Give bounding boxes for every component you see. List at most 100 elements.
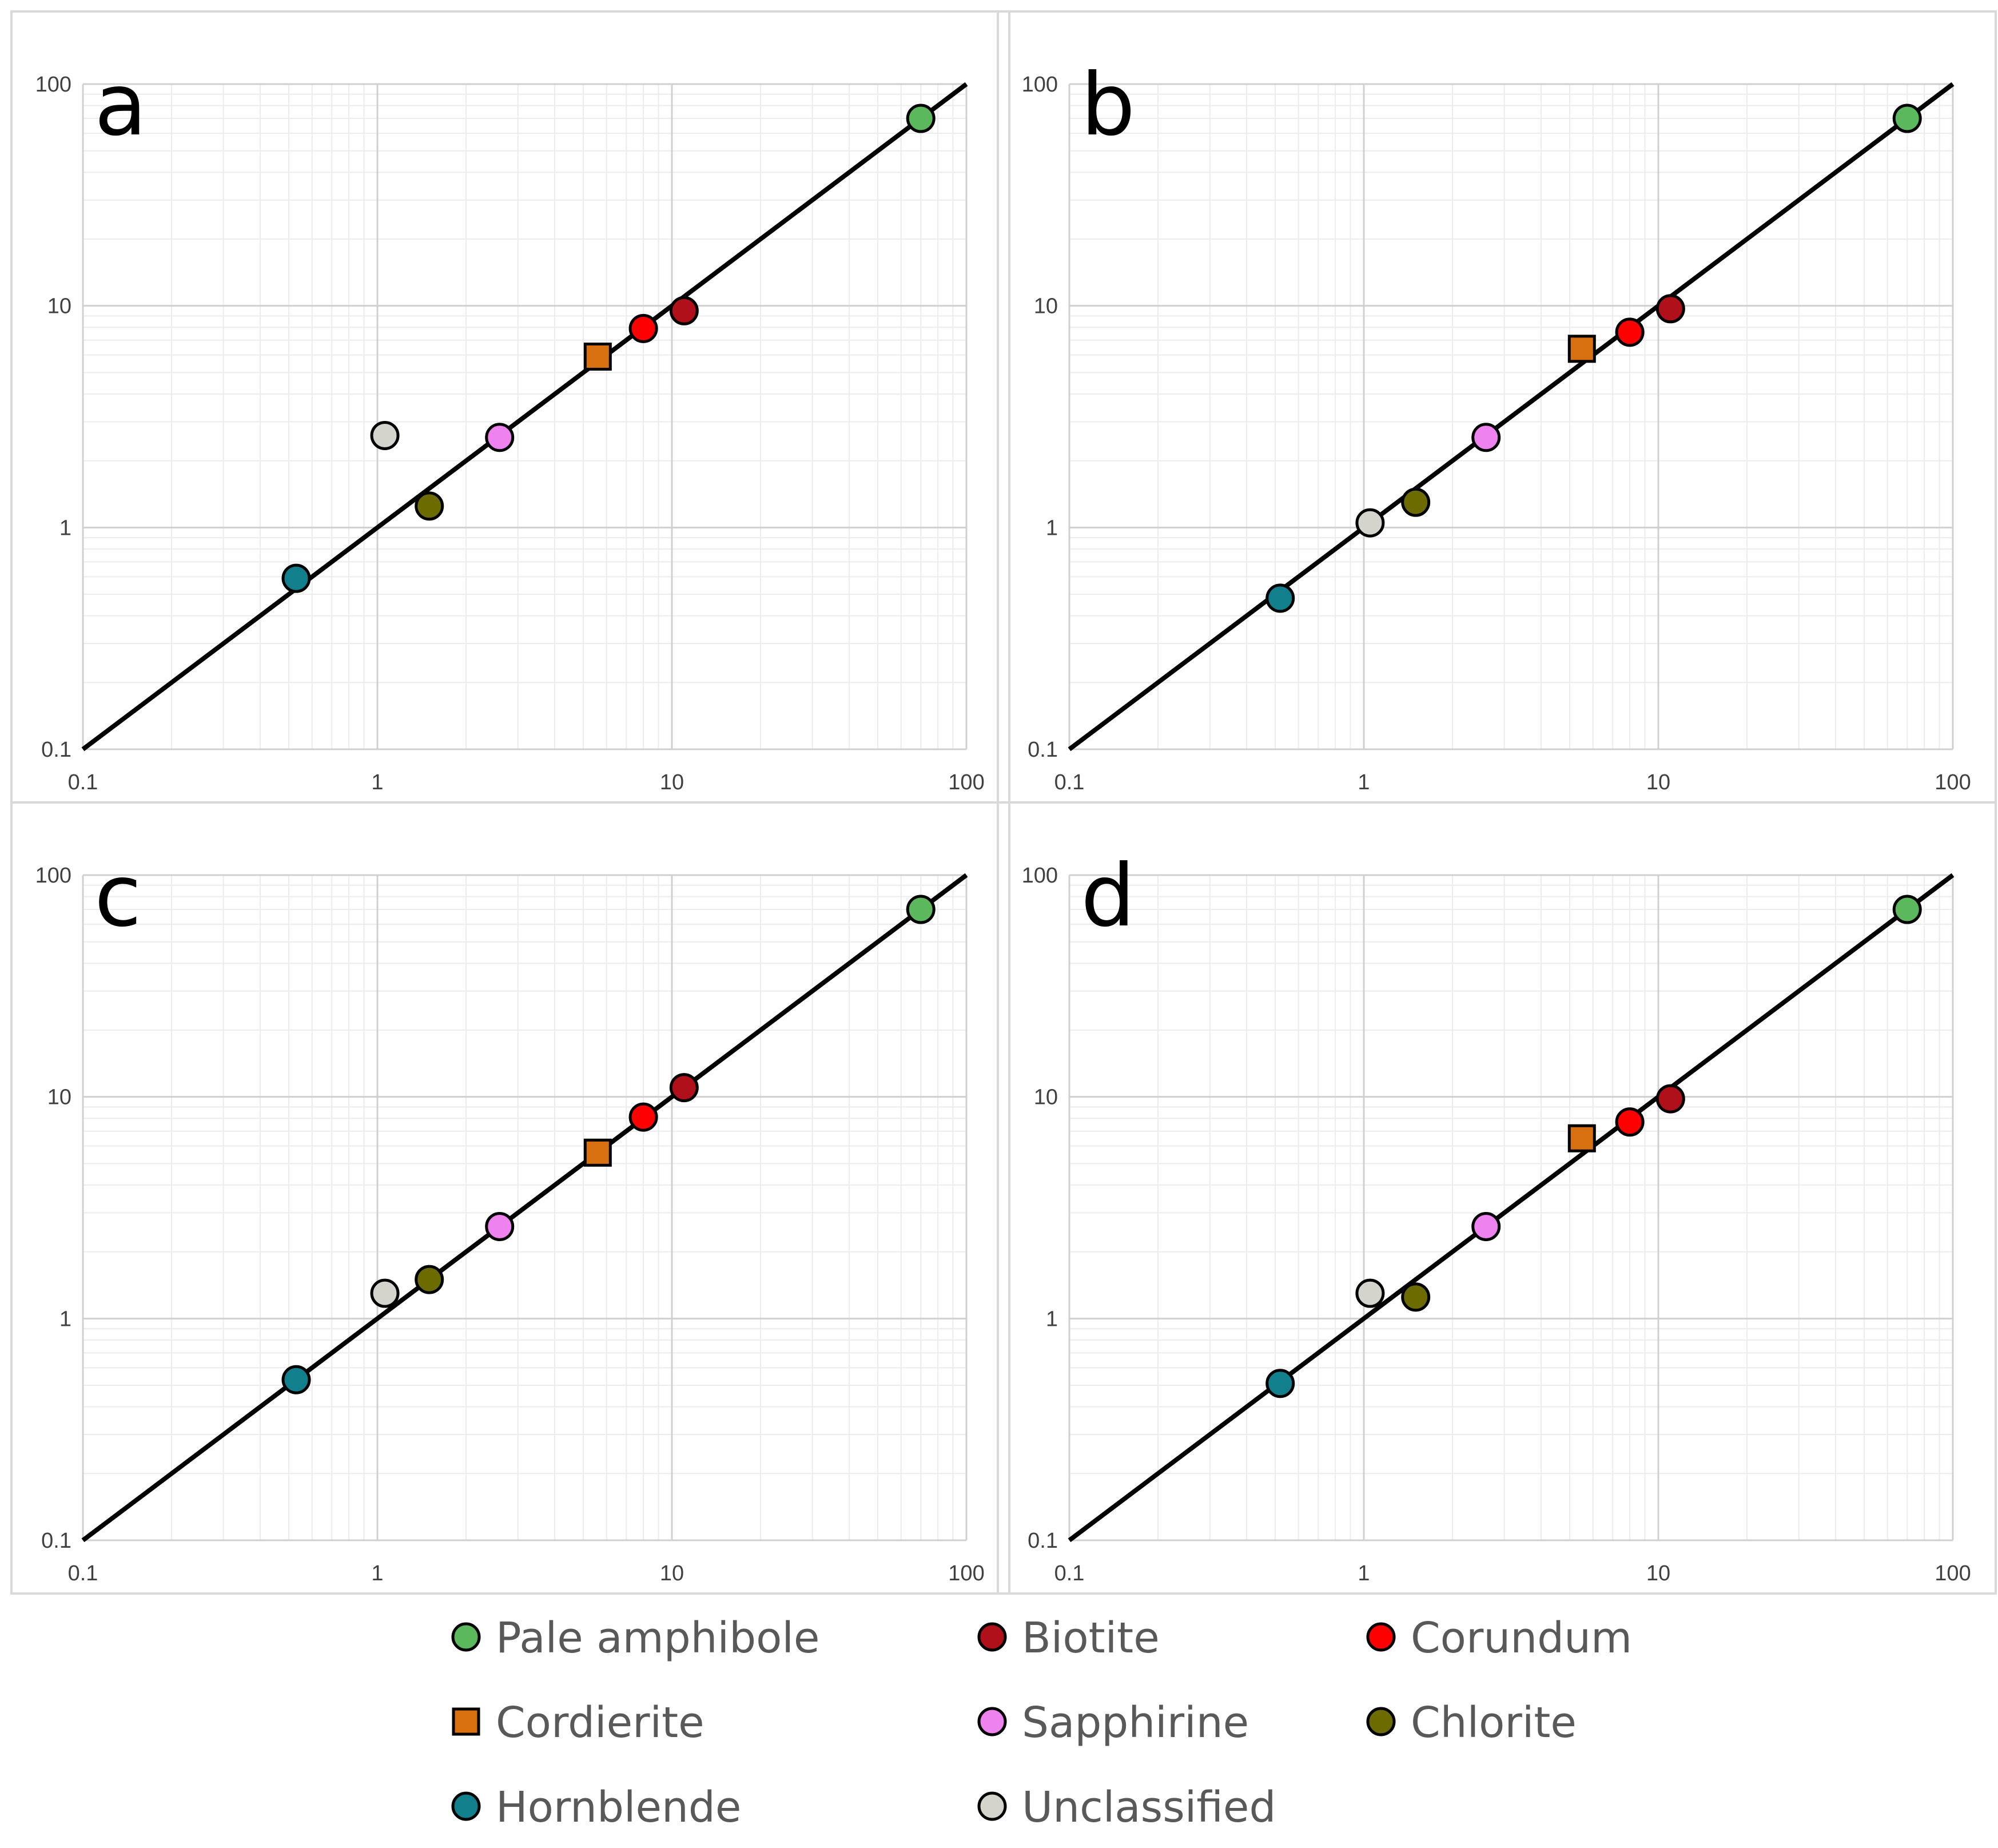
legend: Pale amphibole Cordierite Hornblende Biotit… (451, 1613, 1632, 1832)
point-pale-amphibole (906, 104, 936, 133)
point-cordierite (1567, 335, 1596, 363)
y-tick-label: 10 (47, 1086, 71, 1110)
y-tick-label: 0.1 (1028, 1529, 1058, 1553)
x-tick-label: 0.1 (68, 1561, 98, 1585)
major-gridlines (82, 83, 968, 750)
legend-label: Chlorite (1411, 1698, 1577, 1747)
panel-letter: d (1081, 846, 1135, 946)
panel-a: 0.1 0.1 1 1 10 10 100 100 a (10, 10, 1010, 804)
point-biotite (669, 296, 699, 325)
legend-marker (451, 1622, 481, 1652)
point-chlorite (415, 491, 444, 521)
x-tick-label: 100 (948, 1561, 984, 1585)
y-tick-label: 10 (1034, 1086, 1058, 1110)
point-cordierite (583, 342, 612, 371)
legend-item-chlorite: Chlorite (1366, 1698, 1577, 1747)
x-tick-label: 10 (1646, 770, 1670, 794)
legend-item-sapphirine: Sapphirine (977, 1698, 1249, 1747)
legend-label: Biotite (1022, 1613, 1160, 1663)
legend-label: Pale amphibole (496, 1613, 819, 1663)
panel-border (10, 801, 1010, 1595)
legend-marker (977, 1622, 1007, 1652)
point-sapphirine (1471, 1211, 1501, 1241)
point-cordierite (1567, 1124, 1596, 1152)
point-corundum (1615, 1107, 1645, 1137)
x-tick-label: 100 (1935, 770, 1971, 794)
point-chlorite (415, 1265, 444, 1294)
point-corundum (1615, 317, 1645, 347)
y-tick-label: 0.1 (41, 1529, 71, 1553)
panel-letter: a (94, 55, 147, 155)
one-to-one-line (1068, 82, 1955, 752)
point-sapphirine (485, 1211, 515, 1241)
point-chlorite (1401, 487, 1431, 517)
point-corundum (628, 1102, 658, 1132)
point-biotite (1655, 294, 1685, 324)
y-tick-label: 1 (59, 1307, 71, 1331)
one-to-one-line (81, 873, 968, 1543)
panel-d: 0.1 0.1 1 1 10 10 100 100 d (997, 801, 1997, 1595)
panel-border (997, 801, 1997, 1595)
legend-label: Sapphirine (1022, 1698, 1249, 1747)
y-tick-label: 1 (1046, 516, 1058, 540)
point-unclassified (370, 1278, 400, 1308)
point-biotite (669, 1073, 699, 1103)
legend-item-biotite: Biotite (977, 1613, 1160, 1663)
x-tick-label: 0.1 (1054, 1561, 1085, 1585)
y-tick-label: 100 (1022, 73, 1058, 97)
legend-label: Unclassified (1022, 1783, 1276, 1832)
legend-item-cordierite: Cordierite (452, 1698, 705, 1747)
x-tick-label: 0.1 (1054, 770, 1085, 794)
x-tick-label: 1 (371, 1561, 383, 1585)
legend-marker (451, 1791, 481, 1821)
minor-gridlines (1069, 84, 1953, 749)
y-tick-label: 1 (59, 516, 71, 540)
legend-label: Corundum (1411, 1613, 1632, 1663)
point-hornblende (281, 563, 311, 593)
legend-marker (977, 1707, 1007, 1736)
legend-marker (977, 1791, 1007, 1821)
y-tick-label: 1 (1046, 1307, 1058, 1331)
one-to-one-line (1068, 873, 1955, 1543)
x-tick-label: 100 (948, 770, 984, 794)
y-tick-label: 10 (1034, 295, 1058, 319)
x-tick-label: 10 (660, 770, 684, 794)
legend-label: Cordierite (496, 1698, 705, 1747)
legend-item-pale-amphibole: Pale amphibole (451, 1613, 819, 1663)
panel-letter: b (1081, 55, 1135, 155)
panel-b: 0.1 0.1 1 1 10 10 100 100 b (997, 10, 1997, 804)
panel-letter: c (94, 846, 141, 946)
point-biotite (1655, 1084, 1685, 1114)
major-gridlines (82, 874, 968, 1541)
point-cordierite (583, 1138, 612, 1167)
point-corundum (628, 313, 658, 343)
legend-item-unclassified: Unclassified (977, 1783, 1276, 1832)
point-pale-amphibole (1892, 895, 1922, 924)
y-tick-label: 0.1 (41, 738, 71, 762)
point-unclassified (1355, 1278, 1385, 1308)
x-tick-label: 10 (660, 1561, 684, 1585)
minor-gridlines (1069, 875, 1953, 1540)
point-chlorite (1401, 1282, 1431, 1312)
legend-marker (452, 1707, 480, 1736)
point-unclassified (370, 420, 400, 450)
point-hornblende (1265, 583, 1295, 613)
y-tick-label: 0.1 (1028, 738, 1058, 762)
x-tick-label: 10 (1646, 1561, 1670, 1585)
point-hornblende (1265, 1369, 1295, 1398)
x-tick-label: 1 (371, 770, 383, 794)
legend-item-corundum: Corundum (1366, 1613, 1632, 1663)
minor-gridlines (83, 875, 966, 1540)
point-sapphirine (1471, 423, 1501, 452)
legend-marker (1366, 1622, 1396, 1652)
point-unclassified (1355, 508, 1385, 538)
one-to-one-line (81, 82, 968, 752)
x-tick-label: 1 (1358, 1561, 1370, 1585)
y-tick-label: 100 (35, 864, 71, 888)
point-sapphirine (485, 423, 515, 452)
x-tick-label: 100 (1935, 1561, 1971, 1585)
minor-gridlines (83, 84, 966, 749)
x-tick-label: 1 (1358, 770, 1370, 794)
